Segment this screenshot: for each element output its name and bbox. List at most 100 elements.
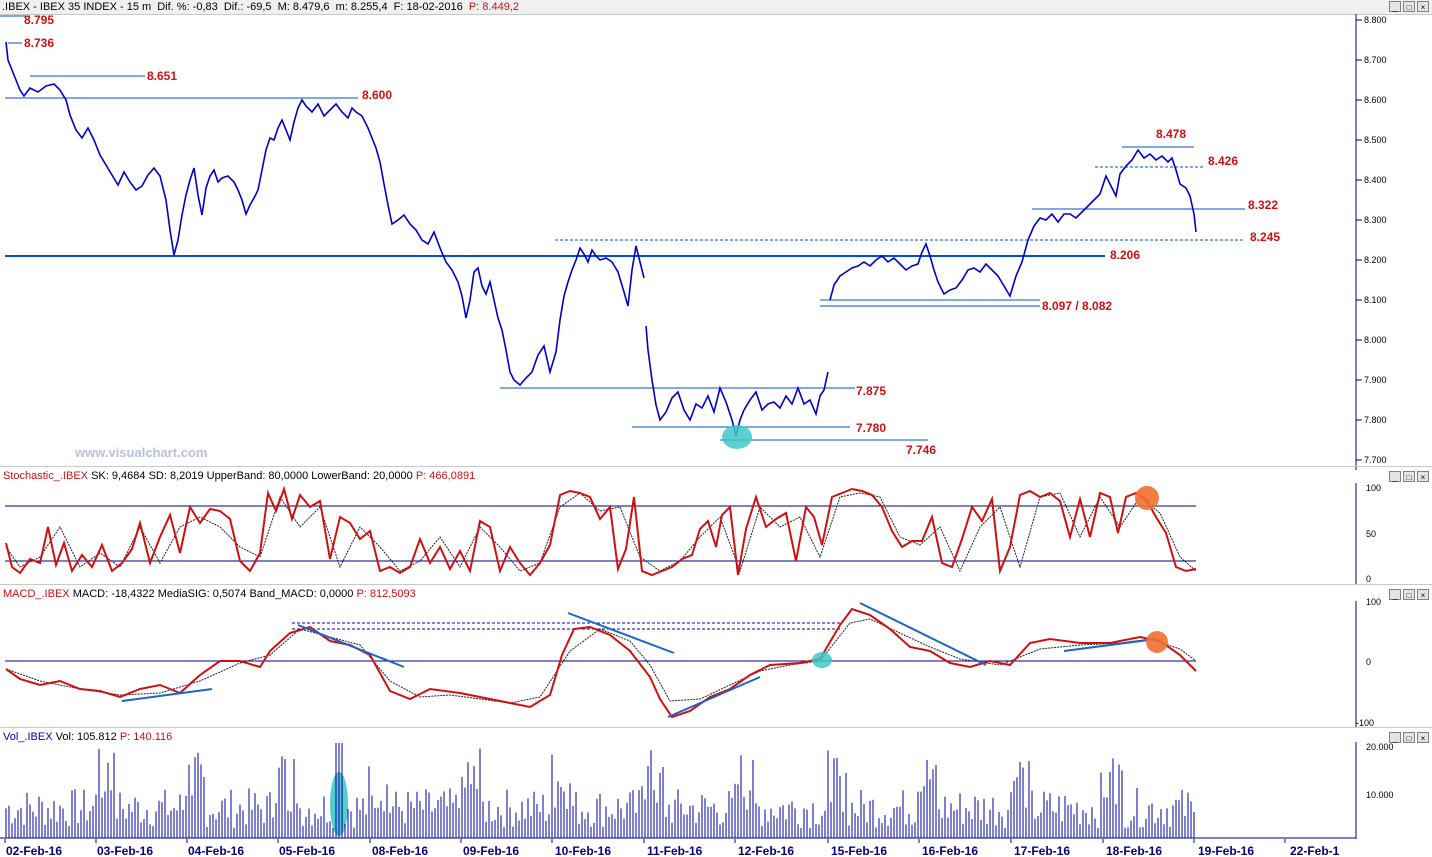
macd-window-buttons: _ □ ×	[1389, 589, 1429, 600]
cyan-highlight-price	[722, 425, 752, 449]
vol-p: P: 140.116	[119, 731, 173, 743]
stoch-lower: LowerBand: 20,0000	[311, 470, 413, 482]
macd-minimize-button[interactable]: _	[1389, 589, 1401, 600]
level-lines	[5, 42, 1245, 441]
symbol-title: .IBEX - IBEX 35 INDEX - 15 m	[2, 1, 152, 13]
level-label-8097-8082: 8.097 / 8.082	[1042, 299, 1112, 313]
price-tick-8500: 8.500	[1364, 135, 1387, 145]
watermark: www.visualchart.com	[74, 445, 207, 460]
date-label-0: 02-Feb-16	[6, 844, 62, 857]
price-tick-8200: 8.200	[1364, 255, 1387, 265]
date-label-7: 11-Feb-16	[647, 844, 703, 857]
date-label-13: 19-Feb-16	[1198, 844, 1254, 857]
stoch-window-buttons: _ □ ×	[1389, 471, 1429, 482]
stoch-name: Stochastic_.IBEX	[3, 470, 88, 482]
close-button[interactable]: ×	[1417, 1, 1429, 12]
dif-pct-value: Dif. %: -0,83	[157, 1, 218, 13]
stoch-sd-line	[5, 492, 1197, 573]
level-label-7746: 7.746	[906, 443, 936, 457]
macd-header: MACD_.IBEX MACD: -18,4322 MediaSIG: 0,50…	[3, 588, 416, 600]
macd-panel[interactable]: MACD_.IBEX MACD: -18,4322 MediaSIG: 0,50…	[0, 584, 1432, 728]
price-tick-7700: 7.700	[1364, 455, 1387, 465]
level-label-7780: 7.780	[856, 421, 886, 435]
orange-highlight-stoch	[1135, 486, 1159, 510]
stoch-upper: UpperBand: 80,0000	[206, 470, 309, 482]
vol-tick-20000: 20.000	[1366, 742, 1394, 752]
orange-highlight-macd	[1146, 631, 1168, 653]
vol-maximize-button[interactable]: □	[1403, 732, 1415, 743]
price-panel[interactable]: .IBEX - IBEX 35 INDEX - 15 m Dif. %: -0,…	[0, 0, 1432, 470]
date-label-8: 12-Feb-16	[738, 844, 794, 857]
stoch-sd: SD: 8,2019	[148, 470, 204, 482]
level-label-8426: 8.426	[1208, 154, 1238, 168]
price-series-2	[645, 325, 829, 437]
price-tick-8300: 8.300	[1364, 215, 1387, 225]
volume-chart[interactable]: 20.000 10.000	[0, 728, 1432, 840]
macd-band: Band_MACD: 0,0000	[249, 588, 354, 600]
macd-value: MACD: -18,4322	[72, 588, 155, 600]
cyan-highlight-macd	[812, 652, 832, 668]
stochastic-panel[interactable]: Stochastic_.IBEX SK: 9,4684 SD: 8,2019 U…	[0, 466, 1432, 585]
macd-chart[interactable]: 100 0 -100	[0, 585, 1432, 728]
date-label-4: 08-Feb-16	[372, 844, 428, 857]
date-label-10: 16-Feb-16	[922, 844, 978, 857]
macd-maximize-button[interactable]: □	[1403, 589, 1415, 600]
date-label-14: 22-Feb-1	[1290, 844, 1340, 857]
price-chart[interactable]: 8.800 8.700 8.600 8.500 8.400 8.300 8.20…	[0, 0, 1432, 470]
stoch-maximize-button[interactable]: □	[1403, 471, 1415, 482]
price-tick-7900: 7.900	[1364, 375, 1387, 385]
price-tick-8600: 8.600	[1364, 95, 1387, 105]
date-label-12: 18-Feb-16	[1106, 844, 1162, 857]
stoch-p: P: 466,0891	[415, 470, 476, 482]
stochastic-chart[interactable]: 100 50 0	[0, 467, 1432, 585]
stoch-close-button[interactable]: ×	[1417, 471, 1429, 482]
date-label-6: 10-Feb-16	[555, 844, 611, 857]
level-label-7875: 7.875	[856, 384, 886, 398]
stoch-tick-100: 100	[1366, 483, 1381, 493]
price-panel-header: .IBEX - IBEX 35 INDEX - 15 m Dif. %: -0,…	[0, 0, 1432, 15]
date-axis: 02-Feb-16 03-Feb-16 04-Feb-16 05-Feb-16 …	[0, 839, 1432, 857]
price-tick-8000: 8.000	[1364, 335, 1387, 345]
date-label-2: 04-Feb-16	[188, 844, 244, 857]
volume-bars	[5, 743, 1195, 838]
macd-line	[5, 607, 1197, 719]
price-window-buttons: _ □ ×	[1389, 1, 1429, 12]
level-label-8322: 8.322	[1248, 198, 1278, 212]
level-label-8600: 8.600	[362, 88, 392, 102]
level-label-8795: 8.795	[24, 13, 54, 27]
date-label-11: 17-Feb-16	[1014, 844, 1070, 857]
macd-tick-0: 0	[1366, 657, 1371, 667]
level-label-8736: 8.736	[24, 36, 54, 50]
vol-header: Vol_.IBEX Vol: 105.812 P: 140.116	[3, 731, 172, 743]
macd-trendlines	[121, 602, 1157, 718]
stoch-tick-0: 0	[1366, 574, 1371, 584]
level-label-8651: 8.651	[147, 69, 177, 83]
maximize-button[interactable]: □	[1403, 1, 1415, 12]
price-tick-8800: 8.800	[1364, 15, 1387, 25]
stoch-sk-line	[5, 485, 1197, 577]
stoch-sk: SK: 9,4684	[91, 470, 146, 482]
macd-tick-minus100: -100	[1356, 718, 1374, 728]
macd-tick-100: 100	[1366, 597, 1381, 607]
vol-minimize-button[interactable]: _	[1389, 732, 1401, 743]
minimize-button[interactable]: _	[1389, 1, 1401, 12]
min-value: m: 8.255,4	[335, 1, 388, 13]
macd-sig: MediaSIG: 0,5074	[157, 588, 247, 600]
date-label-3: 05-Feb-16	[279, 844, 335, 857]
price-tick-8700: 8.700	[1364, 55, 1387, 65]
level-label-8245: 8.245	[1250, 230, 1280, 244]
price-tick-8400: 8.400	[1364, 175, 1387, 185]
date-label-5: 09-Feb-16	[463, 844, 519, 857]
stoch-minimize-button[interactable]: _	[1389, 471, 1401, 482]
macd-name: MACD_.IBEX	[3, 588, 70, 600]
level-label-8206: 8.206	[1110, 248, 1140, 262]
date-ticks	[4, 839, 1286, 843]
level-label-8478: 8.478	[1156, 127, 1186, 141]
dif-value: Dif.: -69,5	[223, 1, 272, 13]
vol-window-buttons: _ □ ×	[1389, 732, 1429, 743]
macd-p: P: 812,5093	[356, 588, 416, 600]
vol-name: Vol_.IBEX	[3, 731, 53, 743]
volume-panel[interactable]: Vol_.IBEX Vol: 105.812 P: 140.116 _ □ × …	[0, 727, 1432, 840]
vol-close-button[interactable]: ×	[1417, 732, 1429, 743]
macd-close-button[interactable]: ×	[1417, 589, 1429, 600]
